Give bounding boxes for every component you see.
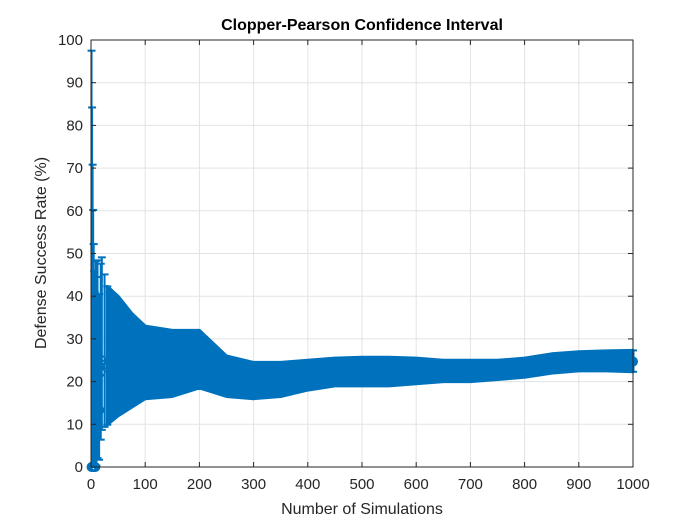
x-tick-label: 900 <box>566 476 591 493</box>
y-tick-label: 10 <box>66 416 83 433</box>
data-point <box>90 414 101 425</box>
x-tick-label: 600 <box>404 476 429 493</box>
x-tick-label: 700 <box>458 476 483 493</box>
x-tick-label: 200 <box>187 476 212 493</box>
rate-line <box>107 360 633 383</box>
x-axis-label: Number of Simulations <box>281 501 443 518</box>
chart-title: Clopper-Pearson Confidence Interval <box>221 17 503 34</box>
x-tick-label: 100 <box>133 476 158 493</box>
y-tick-label: 30 <box>66 331 83 348</box>
y-axis-label: Defense Success Rate (%) <box>33 157 50 349</box>
x-tick-labels: 0 100 200 300 400 500 600 700 800 900 1000 <box>87 476 650 493</box>
y-tick-label: 60 <box>66 203 83 220</box>
x-tick-label: 1000 <box>616 476 649 493</box>
y-tick-label: 100 <box>58 32 83 49</box>
x-tick-label: 500 <box>349 476 374 493</box>
ticks <box>90 39 634 468</box>
data-point <box>95 367 106 378</box>
x-tick-label: 300 <box>241 476 266 493</box>
data-point <box>92 390 103 401</box>
y-tick-label: 80 <box>66 117 83 134</box>
y-tick-labels: 0 10 20 30 40 50 60 70 80 90 100 <box>58 32 83 476</box>
x-tick-label: 0 <box>87 476 95 493</box>
data-point <box>102 362 113 373</box>
y-tick-label: 90 <box>66 75 83 92</box>
y-tick-label: 50 <box>66 246 83 263</box>
x-tick-label: 800 <box>512 476 537 493</box>
data-point <box>94 405 105 416</box>
y-tick-label: 0 <box>75 459 83 476</box>
y-tick-label: 40 <box>66 288 83 305</box>
y-tick-label: 70 <box>66 160 83 177</box>
y-tick-label: 20 <box>66 374 83 391</box>
x-tick-label: 400 <box>295 476 320 493</box>
